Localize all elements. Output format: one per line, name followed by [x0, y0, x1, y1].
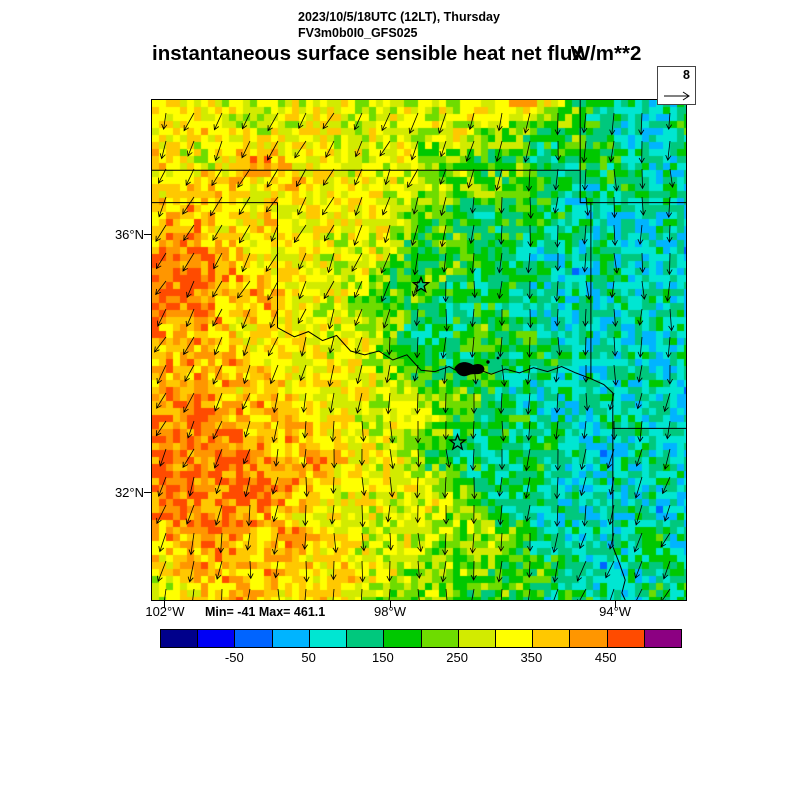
axis-tick-mark: [144, 234, 151, 236]
wind-reference-arrow-icon: [664, 91, 690, 101]
colorbar-segment: [198, 630, 236, 647]
colorbar-segment: [272, 630, 310, 647]
lat-tick-label-36n: 36°N: [114, 226, 144, 242]
state-border: [579, 170, 592, 379]
colorbar-segment: [309, 630, 348, 647]
heat-flux-heatmap: [152, 100, 686, 600]
colorbar-tick-label: 250: [446, 650, 468, 665]
axis-tick-mark: [389, 601, 391, 608]
axis-tick-mark: [164, 601, 166, 608]
colorbar-segment: [495, 630, 534, 647]
wind-reference-value: 8: [683, 68, 690, 82]
colorbar-segment: [533, 630, 571, 647]
lake-shape: [454, 362, 485, 377]
map-frame: [151, 99, 687, 601]
wind-vectors: [154, 112, 675, 600]
datetime-line: 2023/10/5/18UTC (12LT), Thursday: [298, 10, 500, 24]
lon-tick-label-102w: 102°W: [145, 604, 185, 619]
lon-tick-label-98w: 98°W: [374, 604, 406, 619]
lake-speck: [496, 356, 500, 360]
colorbar-tick-label: 50: [301, 650, 316, 665]
colorbar-segment: [347, 630, 385, 647]
axis-tick-mark: [144, 492, 151, 494]
colorbar-segment: [644, 630, 682, 647]
model-line: FV3m0b0I0_GFS025: [298, 26, 418, 40]
state-border: [590, 378, 626, 600]
colorbar-segment: [570, 630, 608, 647]
colorbar-tick-label: 150: [372, 650, 394, 665]
colorbar-segment: [607, 630, 645, 647]
lon-tick-label-94w: 94°W: [599, 604, 632, 619]
lat-tick-label-32n: 32°N: [114, 484, 144, 500]
colorbar-segment: [458, 630, 496, 647]
minmax-label: Min= -41 Max= 461.1: [205, 605, 326, 619]
state-border: [277, 327, 592, 380]
star-marker: [411, 275, 431, 294]
colorbar-tick-label: -50: [224, 650, 244, 665]
star-marker: [448, 432, 468, 451]
lake-speck: [486, 360, 490, 364]
page-title: instantaneous surface sensible heat net …: [152, 42, 584, 65]
colorbar-segment: [421, 630, 459, 647]
map-overlay: [152, 100, 686, 600]
axis-tick-mark: [614, 601, 616, 608]
colorbar-tick-label: 450: [594, 650, 617, 665]
title-row: instantaneous surface sensible heat net …: [152, 42, 641, 66]
colorbar: [160, 629, 682, 648]
colorbar-segment: [235, 630, 273, 647]
wind-reference-box: 8: [657, 66, 696, 105]
colorbar-segment: [384, 630, 422, 647]
units-label: W/m**2: [570, 42, 642, 65]
colorbar-tick-labels: -50 50 150 250 350 450: [160, 650, 680, 666]
colorbar-tick-label: 350: [520, 650, 543, 665]
colorbar-segment: [161, 630, 199, 647]
